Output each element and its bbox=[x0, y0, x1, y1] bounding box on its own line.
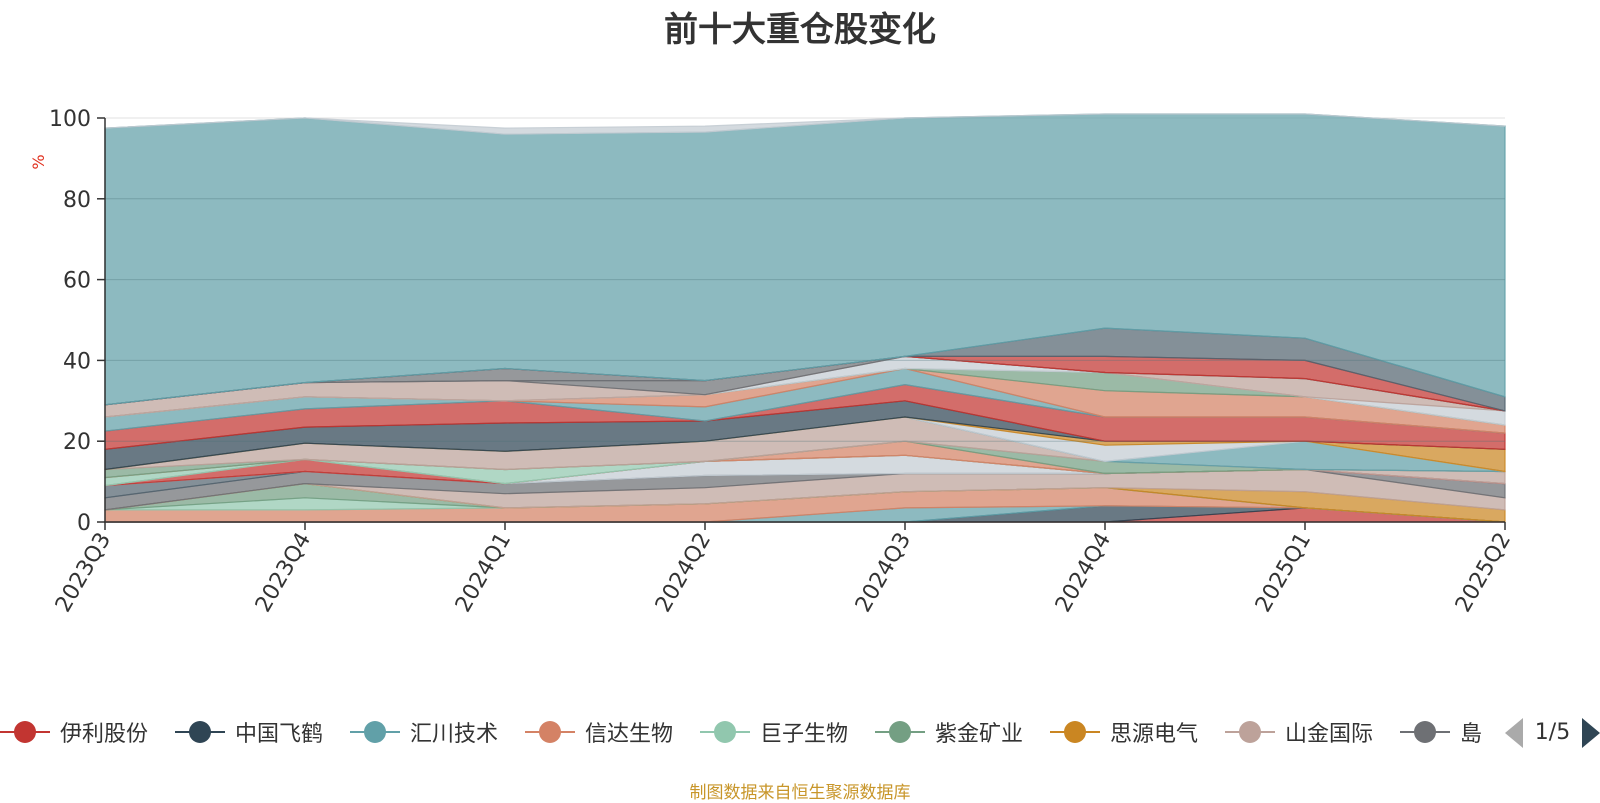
x-tick-label: 2024Q3 bbox=[851, 529, 916, 617]
legend-marker-icon bbox=[700, 719, 750, 745]
area-series bbox=[104, 113, 1506, 523]
y-tick-label: 40 bbox=[63, 349, 91, 374]
y-tick-label: 0 bbox=[77, 511, 91, 536]
legend-item[interactable]: 中国飞鹤 bbox=[175, 712, 323, 752]
area-series-segment-32 bbox=[104, 113, 1506, 135]
y-tick-label: 20 bbox=[63, 430, 91, 455]
chart-title: 前十大重仓股变化 bbox=[664, 10, 936, 50]
x-tick-label: 2024Q1 bbox=[451, 529, 516, 617]
source-note: 制图数据来自恒生聚源数据库 bbox=[689, 783, 911, 803]
y-tick-label: 80 bbox=[63, 188, 91, 213]
legend-marker-icon bbox=[525, 719, 575, 745]
legend-item[interactable]: 紫金矿业 bbox=[875, 712, 1023, 752]
legend-item[interactable]: 信达生物 bbox=[525, 712, 673, 752]
legend-item[interactable]: 巨子生物 bbox=[700, 712, 848, 752]
legend-item[interactable]: 山金国际 bbox=[1225, 712, 1373, 752]
legend-label: 信达生物 bbox=[585, 722, 674, 747]
legend-label: 島 bbox=[1460, 722, 1483, 747]
x-tick-label: 2025Q1 bbox=[1251, 529, 1316, 617]
legend-marker-icon bbox=[0, 719, 50, 745]
x-tick-label: 2024Q4 bbox=[1051, 529, 1116, 617]
legend-label: 紫金矿业 bbox=[935, 722, 1024, 747]
x-tick-label: 2023Q4 bbox=[251, 529, 316, 617]
legend: 伊利股份 中国飞鹤 汇川技术 信达生物 巨子生物 紫金矿业 思源电气 山金国际 島 bbox=[0, 712, 1490, 752]
stacked-area-chart: 0 20 40 60 80 100 2023Q3 2023Q4 2024Q1 2024Q2 2024… bbox=[29, 107, 1516, 617]
legend-item[interactable]: 汇川技术 bbox=[350, 712, 498, 752]
legend-label: 思源电气 bbox=[1110, 722, 1199, 747]
x-tick-label: 2023Q3 bbox=[51, 529, 116, 617]
legend-label: 山金国际 bbox=[1285, 722, 1374, 747]
legend-label: 汇川技术 bbox=[410, 722, 499, 747]
y-tick-label: 60 bbox=[63, 269, 91, 294]
y-axis-unit-label: % bbox=[29, 154, 48, 169]
legend-label: 伊利股份 bbox=[60, 722, 149, 747]
legend-marker-icon bbox=[175, 719, 225, 745]
legend-marker-icon bbox=[350, 719, 400, 745]
legend-item[interactable]: 島 bbox=[1400, 712, 1482, 752]
x-tick-label: 2024Q2 bbox=[651, 529, 716, 617]
y-tick-label: 100 bbox=[49, 107, 91, 132]
legend-label: 巨子生物 bbox=[760, 722, 849, 747]
legend-prev-page-icon[interactable] bbox=[1505, 718, 1523, 748]
legend-item[interactable]: 思源电气 bbox=[1050, 712, 1198, 752]
legend-marker-icon bbox=[1225, 719, 1275, 745]
legend-pager: 1/5 bbox=[1505, 718, 1600, 748]
legend-next-page-icon[interactable] bbox=[1582, 718, 1600, 748]
legend-marker-icon bbox=[1400, 719, 1450, 745]
legend-page-indicator: 1/5 bbox=[1534, 720, 1571, 745]
x-tick-label: 2025Q2 bbox=[1451, 529, 1516, 617]
legend-marker-icon bbox=[875, 719, 925, 745]
legend-marker-icon bbox=[1050, 719, 1100, 745]
legend-item[interactable]: 伊利股份 bbox=[0, 712, 148, 752]
legend-label: 中国飞鹤 bbox=[235, 722, 324, 747]
